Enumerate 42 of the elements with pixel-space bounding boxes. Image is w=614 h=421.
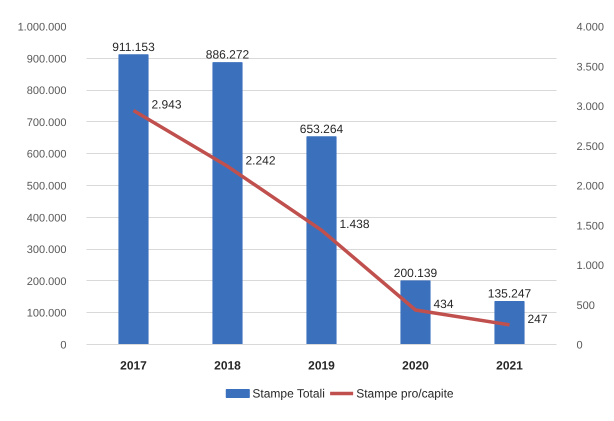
bar [306, 136, 337, 344]
x-tick-label: 2017 [120, 358, 148, 372]
data-label: 434 [434, 296, 454, 311]
legend-label: Stampe pro/capite [356, 386, 454, 400]
y-tick-label: 600.000 [26, 148, 67, 161]
y-tick-label: 500.000 [26, 180, 67, 192]
y2-tick-label: 1.000 [576, 260, 604, 272]
x-tick-label: 2020 [402, 358, 430, 372]
x-tick-label: 2018 [214, 358, 242, 372]
y2-tick-label: 1.500 [576, 220, 604, 232]
data-label: 1.438 [340, 217, 370, 232]
bar [400, 280, 431, 344]
y-tick-label: 0 [60, 340, 67, 352]
x-tick-label: 2019 [308, 358, 336, 372]
data-label: 200.139 [394, 266, 438, 280]
y2-tick-label: 3.500 [576, 61, 604, 74]
bar [212, 62, 243, 344]
bar [118, 54, 149, 344]
data-label: 2.242 [246, 153, 276, 168]
y2-tick-label: 2.000 [576, 180, 604, 192]
data-label: 886.272 [206, 48, 250, 62]
y2-tick-label: 2.500 [576, 140, 604, 153]
y-tick-label: 100.000 [26, 308, 67, 320]
data-label: 911.153 [112, 40, 156, 54]
y-tick-label: 1.000.000 [18, 22, 66, 34]
legend-label: Stampe Totali [252, 386, 325, 400]
y-tick-label: 200.000 [26, 276, 67, 288]
data-label: 135.247 [488, 286, 532, 300]
x-tick-label: 2021 [496, 358, 524, 372]
y-tick-label: 400.000 [26, 212, 67, 224]
y-tick-label: 700.000 [26, 116, 67, 129]
data-label: 247 [528, 312, 548, 326]
y-tick-label: 300.000 [26, 244, 67, 256]
bar [494, 300, 525, 344]
y-tick-label: 900.000 [26, 53, 67, 66]
y2-tick-label: 4.000 [576, 22, 604, 34]
y-tick-label: 800.000 [26, 85, 67, 98]
y2-tick-label: 3.000 [576, 101, 604, 113]
data-label: 2.943 [152, 98, 182, 112]
y2-tick-label: 0 [576, 340, 583, 352]
y2-tick-label: 500 [576, 300, 595, 312]
data-label: 653.264 [300, 122, 344, 136]
